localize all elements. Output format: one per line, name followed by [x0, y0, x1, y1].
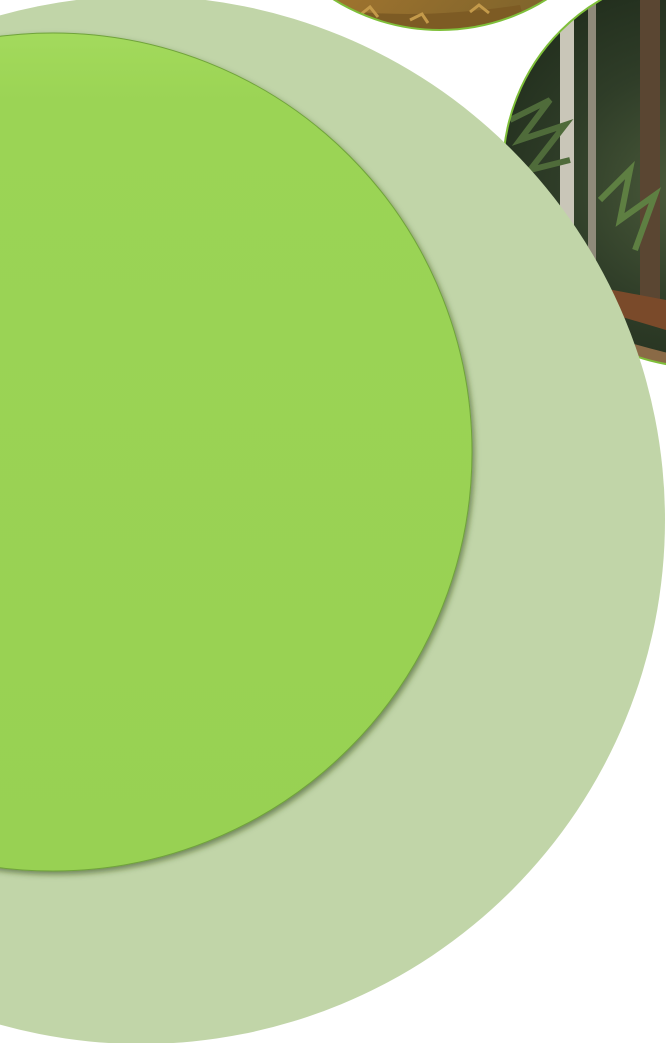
inner-circle — [0, 32, 473, 872]
